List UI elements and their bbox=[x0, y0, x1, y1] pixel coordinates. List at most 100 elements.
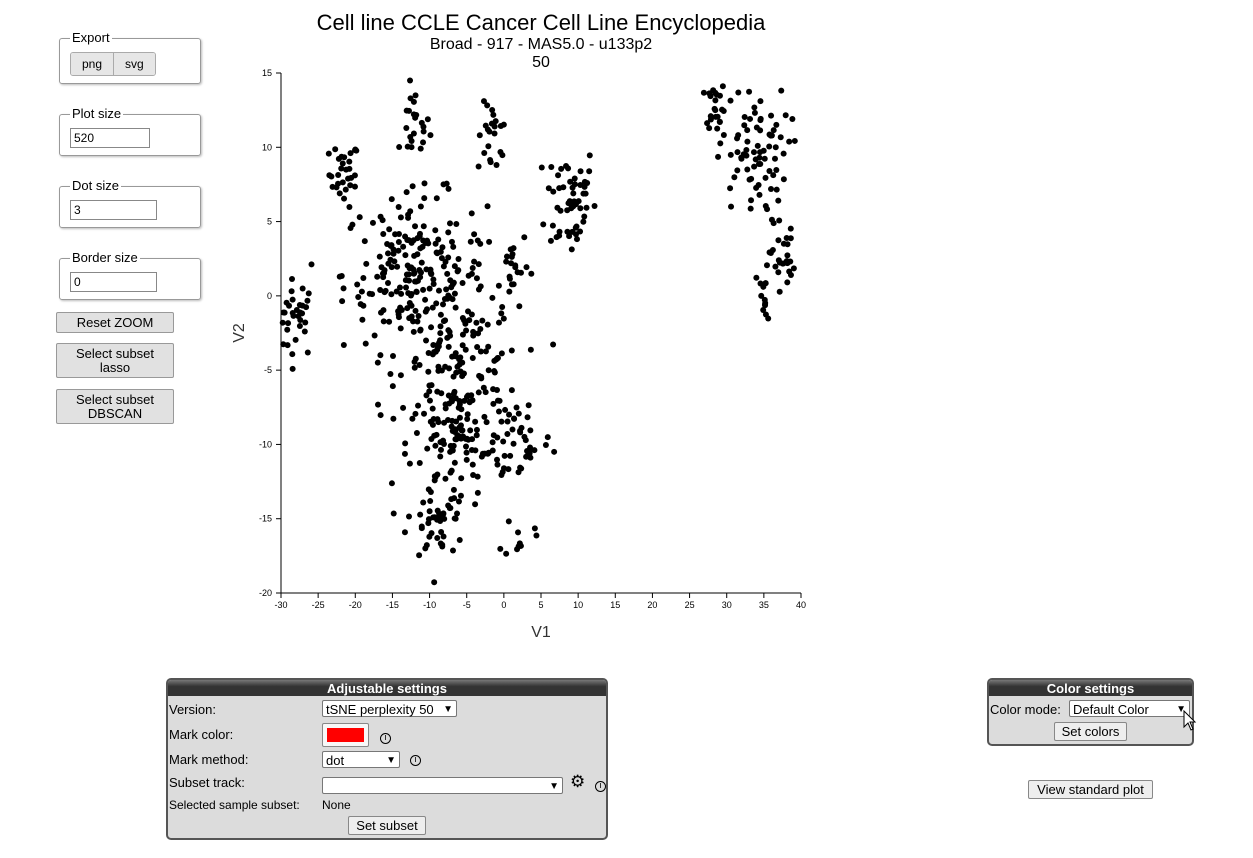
data-point[interactable] bbox=[293, 307, 300, 314]
version-select[interactable]: tSNE perplexity 50 ▼ bbox=[322, 700, 457, 717]
data-point[interactable] bbox=[412, 223, 419, 230]
data-point[interactable] bbox=[403, 125, 410, 132]
data-point[interactable] bbox=[296, 323, 303, 330]
data-point[interactable] bbox=[499, 303, 506, 310]
data-point[interactable] bbox=[771, 155, 778, 162]
data-point[interactable] bbox=[396, 284, 403, 291]
data-point[interactable] bbox=[700, 89, 707, 96]
data-point[interactable] bbox=[442, 258, 449, 265]
data-point[interactable] bbox=[397, 214, 404, 221]
data-point[interactable] bbox=[441, 295, 448, 302]
data-point[interactable] bbox=[390, 250, 397, 257]
data-point[interactable] bbox=[359, 316, 366, 323]
data-point[interactable] bbox=[569, 184, 576, 191]
data-point[interactable] bbox=[545, 185, 552, 192]
data-point[interactable] bbox=[489, 294, 496, 301]
color-mode-select[interactable]: Default Color ▼ bbox=[1069, 700, 1190, 717]
plot-size-input[interactable] bbox=[70, 128, 150, 148]
data-point[interactable] bbox=[435, 419, 442, 426]
data-point[interactable] bbox=[420, 223, 427, 230]
data-point[interactable] bbox=[495, 319, 502, 326]
data-point[interactable] bbox=[481, 150, 488, 157]
data-point[interactable] bbox=[412, 410, 419, 417]
data-point[interactable] bbox=[440, 301, 447, 308]
data-point[interactable] bbox=[336, 190, 343, 197]
data-point[interactable] bbox=[549, 222, 556, 229]
data-point[interactable] bbox=[558, 165, 565, 172]
data-point[interactable] bbox=[403, 284, 410, 291]
data-point[interactable] bbox=[712, 113, 719, 120]
data-point[interactable] bbox=[531, 447, 538, 454]
data-point[interactable] bbox=[439, 244, 446, 251]
data-point[interactable] bbox=[510, 281, 517, 288]
data-point[interactable] bbox=[757, 115, 764, 122]
data-point[interactable] bbox=[455, 267, 462, 274]
data-point[interactable] bbox=[415, 313, 422, 320]
data-point[interactable] bbox=[712, 97, 719, 104]
data-point[interactable] bbox=[499, 152, 506, 159]
data-point[interactable] bbox=[783, 258, 790, 265]
data-point[interactable] bbox=[304, 297, 311, 304]
data-point[interactable] bbox=[583, 204, 590, 211]
data-point[interactable] bbox=[380, 230, 387, 237]
data-point[interactable] bbox=[463, 449, 470, 456]
data-point[interactable] bbox=[498, 310, 505, 317]
data-point[interactable] bbox=[459, 342, 466, 349]
subset-track-select[interactable]: ▼ bbox=[322, 777, 563, 794]
data-point[interactable] bbox=[437, 337, 444, 344]
data-point[interactable] bbox=[285, 320, 292, 327]
data-point[interactable] bbox=[508, 387, 515, 394]
data-point[interactable] bbox=[395, 239, 402, 246]
data-point[interactable] bbox=[747, 115, 754, 122]
data-point[interactable] bbox=[479, 450, 486, 457]
data-point[interactable] bbox=[758, 292, 765, 299]
data-point[interactable] bbox=[475, 389, 482, 396]
data-point[interactable] bbox=[542, 442, 549, 449]
data-point[interactable] bbox=[527, 427, 534, 434]
data-point[interactable] bbox=[352, 146, 359, 153]
data-point[interactable] bbox=[491, 368, 498, 375]
data-point[interactable] bbox=[766, 131, 773, 138]
data-point[interactable] bbox=[369, 291, 376, 298]
data-point[interactable] bbox=[446, 400, 453, 407]
data-point[interactable] bbox=[289, 365, 296, 372]
data-point[interactable] bbox=[349, 221, 356, 228]
data-point[interactable] bbox=[423, 266, 430, 273]
data-point[interactable] bbox=[511, 415, 518, 422]
data-point[interactable] bbox=[762, 202, 769, 209]
data-point[interactable] bbox=[775, 237, 782, 244]
select-subset-dbscan-button[interactable]: Select subset DBSCAN bbox=[56, 389, 174, 424]
data-point[interactable] bbox=[448, 496, 455, 503]
data-point[interactable] bbox=[443, 180, 450, 187]
data-point[interactable] bbox=[746, 176, 753, 183]
data-point[interactable] bbox=[455, 498, 462, 505]
data-point[interactable] bbox=[753, 124, 760, 131]
data-point[interactable] bbox=[727, 185, 734, 192]
data-point[interactable] bbox=[777, 134, 784, 141]
data-point[interactable] bbox=[440, 318, 447, 325]
data-point[interactable] bbox=[437, 446, 444, 453]
data-point[interactable] bbox=[437, 330, 444, 337]
data-point[interactable] bbox=[422, 296, 429, 303]
data-point[interactable] bbox=[433, 300, 440, 307]
data-point[interactable] bbox=[403, 271, 410, 278]
data-point[interactable] bbox=[417, 145, 424, 152]
data-point[interactable] bbox=[776, 259, 783, 266]
data-point[interactable] bbox=[391, 258, 398, 265]
data-point[interactable] bbox=[468, 311, 475, 318]
data-point[interactable] bbox=[450, 486, 457, 493]
data-point[interactable] bbox=[299, 310, 306, 317]
data-point[interactable] bbox=[434, 507, 441, 514]
select-subset-lasso-button[interactable]: Select subset lasso bbox=[56, 343, 174, 378]
data-point[interactable] bbox=[289, 351, 296, 358]
data-point[interactable] bbox=[508, 347, 515, 354]
data-point[interactable] bbox=[432, 442, 439, 449]
data-point[interactable] bbox=[581, 213, 588, 220]
data-point[interactable] bbox=[425, 368, 432, 375]
data-point[interactable] bbox=[328, 173, 335, 180]
data-point[interactable] bbox=[768, 186, 775, 193]
data-point[interactable] bbox=[495, 408, 502, 415]
data-point[interactable] bbox=[416, 459, 423, 466]
data-point[interactable] bbox=[430, 281, 437, 288]
data-point[interactable] bbox=[568, 246, 575, 253]
